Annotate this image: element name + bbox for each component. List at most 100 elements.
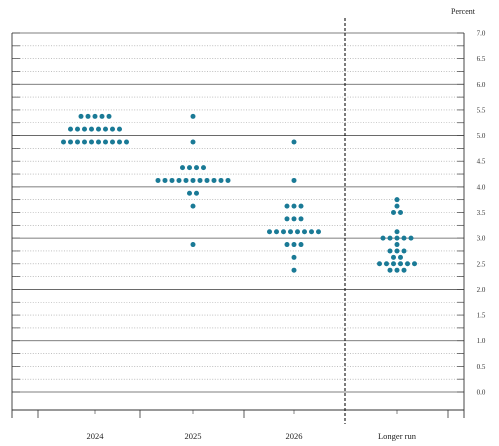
- y-tick-label: 5.0: [477, 132, 486, 140]
- dot: [187, 165, 192, 171]
- dot: [75, 126, 80, 132]
- dot: [288, 229, 293, 235]
- dot: [401, 248, 407, 254]
- dot: [124, 139, 129, 145]
- dot: [394, 267, 400, 273]
- dot: [117, 139, 122, 145]
- dot: [68, 139, 73, 145]
- dot: [99, 113, 105, 119]
- dot-layer: [61, 113, 417, 273]
- dot: [291, 267, 297, 273]
- y-tick-label: 6.0: [477, 81, 486, 89]
- dot: [190, 139, 196, 145]
- dot: [302, 229, 307, 235]
- y-tick-label: 2.5: [477, 260, 486, 268]
- dot: [398, 210, 403, 215]
- axis-layer: [11, 18, 465, 424]
- dot: [295, 229, 300, 235]
- dot: [380, 235, 386, 241]
- dot: [190, 177, 196, 183]
- dot: [298, 216, 304, 222]
- category-label: 2024: [87, 431, 105, 441]
- category-label: 2026: [286, 431, 303, 441]
- dot: [267, 229, 272, 235]
- dot: [394, 197, 400, 203]
- dot: [78, 113, 84, 119]
- dot: [61, 139, 66, 145]
- dot: [398, 261, 403, 267]
- dot: [408, 235, 414, 241]
- dot: [75, 139, 80, 145]
- dot: [405, 261, 410, 267]
- dot: [92, 113, 98, 119]
- dot: [291, 254, 297, 260]
- dot: [394, 248, 400, 254]
- dot: [387, 248, 393, 254]
- dot: [291, 242, 297, 248]
- dot: [316, 229, 321, 235]
- dot: [284, 242, 290, 248]
- dot: [284, 203, 290, 209]
- dot: [190, 113, 196, 119]
- dot: [401, 235, 407, 241]
- dot: [110, 126, 115, 132]
- dot: [398, 254, 403, 260]
- y-tick-label: 1.0: [477, 337, 486, 345]
- dot: [284, 216, 290, 222]
- y-tick-label: 3.0: [477, 235, 486, 243]
- dot: [180, 165, 185, 171]
- dot: [384, 261, 389, 267]
- dot: [281, 229, 286, 235]
- dot: [291, 139, 297, 145]
- dot: [274, 229, 279, 235]
- dot: [394, 203, 400, 209]
- y-tick-label: 7.0: [477, 30, 486, 38]
- dot: [187, 190, 192, 196]
- dot: [82, 139, 87, 145]
- dot: [110, 139, 115, 145]
- dot: [291, 177, 297, 183]
- dot: [298, 242, 304, 248]
- dot: [169, 177, 175, 183]
- y-tick-label: 5.5: [477, 106, 486, 114]
- dot: [204, 177, 210, 183]
- dot: [309, 229, 314, 235]
- dot: [194, 190, 199, 196]
- dot: [391, 261, 396, 267]
- y-tick-label: 6.5: [477, 55, 486, 63]
- dot: [96, 126, 101, 132]
- category-label: 2025: [185, 431, 202, 441]
- y-tick-label: 4.5: [477, 158, 486, 166]
- y-tick-label: 1.5: [477, 312, 486, 320]
- dot: [194, 165, 199, 171]
- dot: [291, 203, 297, 209]
- dot: [190, 203, 196, 209]
- dot: [225, 177, 231, 183]
- dot: [218, 177, 224, 183]
- dot: [394, 235, 400, 241]
- dot: [298, 203, 304, 209]
- dot: [291, 216, 297, 222]
- dot: [190, 242, 196, 248]
- dot: [85, 113, 91, 119]
- dot: [103, 139, 108, 145]
- y-tick-label: 3.5: [477, 209, 486, 217]
- dot: [96, 139, 101, 145]
- dot: [155, 177, 161, 183]
- dot: [89, 139, 94, 145]
- dot: [387, 235, 393, 241]
- dot: [201, 165, 206, 171]
- dot: [103, 126, 108, 132]
- dot: [401, 267, 407, 273]
- dot: [391, 254, 396, 260]
- y-tick-label: 4.0: [477, 183, 486, 191]
- y-tick-label: 2.0: [477, 286, 486, 294]
- dot: [82, 126, 87, 132]
- dot: [387, 267, 393, 273]
- dot: [211, 177, 217, 183]
- y-tick-label: 0.0: [477, 389, 486, 397]
- dot: [377, 261, 382, 267]
- dot: [394, 229, 400, 235]
- dot: [176, 177, 182, 183]
